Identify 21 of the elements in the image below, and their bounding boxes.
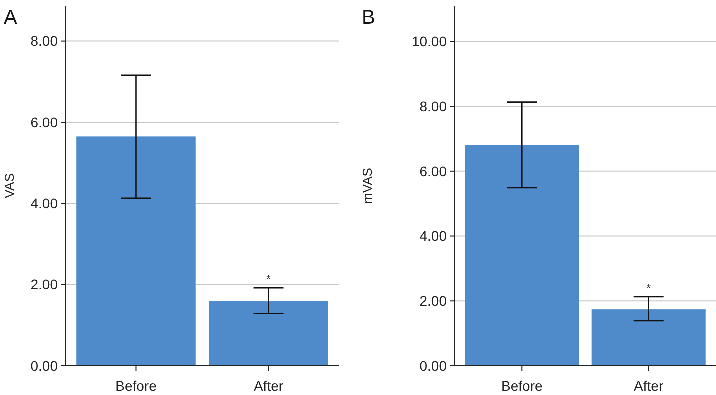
x-tick-label: Before — [502, 378, 543, 394]
annotation: * — [646, 282, 652, 295]
chart-title: A — [4, 7, 18, 29]
y-tick-label: 8.00 — [30, 33, 58, 50]
y-axis-title: mVAS — [360, 168, 375, 204]
y-tick-label: 0.00 — [420, 358, 448, 374]
x-tick-label: Before — [116, 378, 158, 394]
y-tick-label: 4.00 — [420, 228, 448, 244]
y-axis-title: VAS — [2, 173, 17, 199]
y-tick-label: 2.00 — [420, 293, 448, 310]
y-tick-label: 8.00 — [420, 98, 448, 114]
y-tick-label: 4.00 — [30, 196, 58, 212]
x-tick-label: After — [634, 378, 664, 394]
y-tick-label: 6.00 — [30, 114, 58, 130]
y-tick-label: 6.00 — [420, 163, 448, 180]
x-tick-label: After — [254, 378, 284, 394]
y-tick-label: 0.00 — [30, 358, 58, 374]
y-tick-label: 2.00 — [30, 276, 58, 293]
chart-title: B — [362, 7, 376, 29]
annotation: * — [266, 274, 272, 286]
y-tick-label: 10.00 — [412, 34, 448, 50]
